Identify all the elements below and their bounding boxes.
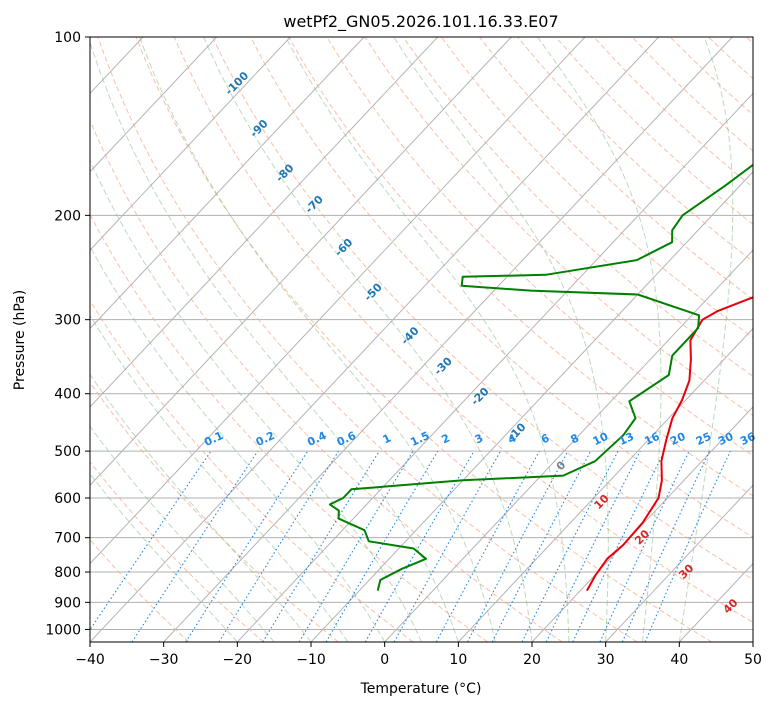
- dry-adiabat-line: [288, 37, 753, 497]
- isotherm-line: [90, 37, 660, 642]
- mixing-ratio-label: 30: [716, 430, 736, 448]
- dry-adiabat-line: [135, 37, 712, 642]
- moist-adiabat-line: [203, 37, 533, 642]
- moist-adiabat-line: [90, 159, 422, 642]
- mixing-ratio-label: 10: [591, 430, 611, 448]
- isotherm-line: [236, 92, 753, 642]
- y-tick-label: 1000: [45, 622, 81, 638]
- moist-adiabat-line: [393, 37, 609, 642]
- mixing-ratio-line: [621, 450, 711, 642]
- x-tick-label: −20: [223, 652, 253, 668]
- mixing-ratio-label: 20: [668, 430, 688, 448]
- mixing-ratio-label: 16: [642, 430, 662, 448]
- x-tick-label: −30: [149, 652, 179, 668]
- chart-title: wetPf2_GN05.2026.101.16.33.E07: [283, 12, 558, 32]
- dry-adiabat-line: [173, 37, 753, 624]
- isotherm-line: [163, 37, 733, 642]
- x-tick-label: 20: [523, 652, 541, 668]
- x-tick-label: −10: [296, 652, 326, 668]
- isotherm-line: [605, 484, 753, 642]
- x-tick-label: 30: [597, 652, 615, 668]
- moist-adiabat-line: [90, 373, 312, 642]
- mixing-ratio-line: [131, 450, 259, 642]
- isotherm-line: [90, 37, 439, 408]
- dry-adiabat-line: [402, 37, 753, 377]
- mixing-ratio-line: [185, 450, 309, 642]
- y-tick-label: 300: [54, 313, 81, 329]
- mixing-ratio-line: [545, 450, 641, 642]
- x-axis-label: Temperature (°C): [360, 681, 482, 697]
- y-tick-label: 600: [54, 491, 81, 507]
- moist-adiabat-line: [678, 37, 734, 642]
- temperature-profile-line: [586, 296, 753, 592]
- dry-adiabat-line: [90, 299, 414, 642]
- series-lines: [328, 163, 753, 592]
- moist-adiabat-line: [139, 37, 496, 642]
- x-tick-label: 0: [380, 652, 389, 668]
- moist-adiabat-line: [90, 245, 386, 642]
- mixing-ratio-line: [435, 450, 540, 642]
- y-tick-label: 700: [54, 531, 81, 547]
- isotherm-line: [90, 37, 218, 173]
- moist-adiabat-line: [90, 314, 349, 642]
- y-tick-label: 100: [54, 30, 81, 46]
- y-tick-label: 900: [54, 595, 81, 611]
- y-tick-label: 500: [54, 444, 81, 460]
- mixing-ratio-label: 13: [617, 430, 636, 448]
- axes: −40 −30 −20 −10 0 10 20 30 40 50 100 200 300 400 500 60…: [45, 30, 762, 668]
- isotherm-line: [90, 37, 365, 330]
- x-tick-label: 40: [670, 652, 688, 668]
- dry-adiabat-line: [90, 461, 264, 642]
- x-tick-label: 50: [744, 652, 762, 668]
- moist-adiabat-line: [90, 473, 238, 642]
- moist-adiabat-line: [285, 37, 570, 642]
- isotherm-line: [90, 37, 586, 565]
- y-tick-label: 200: [54, 208, 81, 224]
- mixing-ratio-line: [90, 450, 212, 631]
- dry-adiabat-line: [90, 119, 563, 642]
- y-tick-label: 400: [54, 387, 81, 403]
- x-tick-label: 10: [449, 652, 467, 668]
- plot-frame: [89, 36, 754, 643]
- mixing-ratio-line: [521, 450, 619, 642]
- dry-adiabat-line: [97, 37, 638, 642]
- mixing-ratio-line: [393, 450, 502, 642]
- isotherm-line: [384, 249, 753, 642]
- dewpoint-profile-line: [328, 163, 753, 591]
- mixing-ratio-label: 25: [694, 430, 713, 448]
- isotherm-line: [90, 37, 291, 251]
- y-tick-label: 800: [54, 565, 81, 581]
- moist-adiabat-line: [537, 37, 662, 642]
- mixing-ratio-line: [644, 450, 731, 642]
- dry-adiabat-line: [90, 539, 190, 642]
- dry-adiabat-line: [250, 37, 753, 538]
- y-axis-label: Pressure (hPa): [12, 290, 28, 390]
- isotherm-line: [457, 327, 753, 642]
- dry-adiabat-line: [90, 213, 488, 642]
- mixing-ratio-line: [262, 450, 380, 642]
- dry-adiabat-line: [326, 37, 753, 457]
- x-tick-label: −40: [75, 652, 105, 668]
- dry-adiabat-line: [211, 37, 753, 581]
- dry-adiabat-line: [440, 37, 753, 339]
- isotherm-line: [90, 37, 512, 486]
